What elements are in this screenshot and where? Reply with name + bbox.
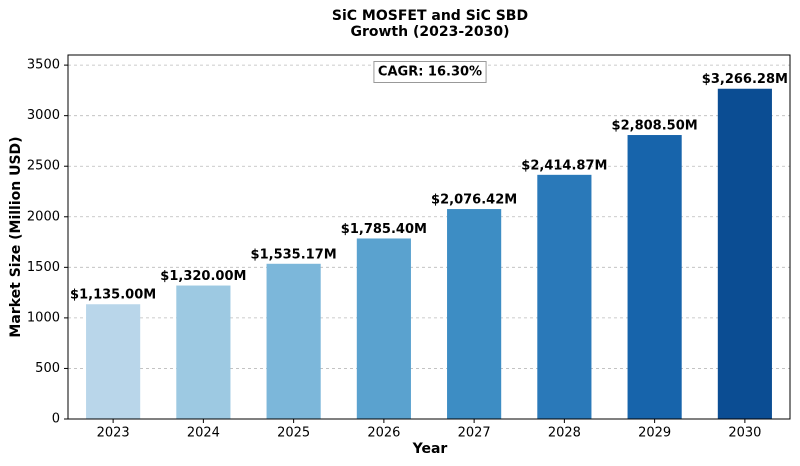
bar xyxy=(537,174,592,419)
y-tick-label: 2500 xyxy=(27,159,60,174)
y-axis-label: Market Size (Million USD) xyxy=(8,136,24,337)
chart-title: SiC MOSFET and SiC SBD Growth (2023-2030… xyxy=(331,8,529,40)
value-label: $2,808.50M xyxy=(612,119,698,134)
x-axis-label: Year xyxy=(412,441,448,457)
value-label: $2,076.42M xyxy=(431,193,517,208)
value-label: $1,535.17M xyxy=(251,247,337,262)
bar xyxy=(176,285,231,419)
x-tick-label: 2030 xyxy=(728,426,761,441)
bar xyxy=(717,88,772,419)
value-label: $1,785.40M xyxy=(341,222,427,237)
x-tick-label: 2027 xyxy=(458,426,491,441)
y-tick-label: 1500 xyxy=(27,260,60,275)
x-tick-label: 2024 xyxy=(187,426,220,441)
value-label: $1,135.00M xyxy=(70,288,156,303)
value-label: $1,320.00M xyxy=(160,269,246,284)
bar xyxy=(86,304,141,419)
annotation-box xyxy=(373,61,487,83)
plot-frame xyxy=(67,54,791,420)
y-tick-label: 2000 xyxy=(27,209,60,224)
x-tick-label: 2023 xyxy=(97,426,130,441)
x-tick-label: 2028 xyxy=(548,426,581,441)
y-tick-label: 500 xyxy=(35,361,60,376)
annotation: CAGR: 16.30% xyxy=(378,65,482,80)
x-tick-label: 2026 xyxy=(367,426,400,441)
value-label: $2,414.87M xyxy=(521,158,607,173)
value-label: $3,266.28M xyxy=(702,72,788,87)
x-tick-label: 2029 xyxy=(638,426,671,441)
bar xyxy=(447,209,502,419)
y-tick-label: 1000 xyxy=(27,310,60,325)
bar xyxy=(627,135,682,419)
bar xyxy=(356,238,411,419)
y-tick-label: 3000 xyxy=(27,108,60,123)
y-tick-label: 0 xyxy=(52,412,60,427)
x-tick-label: 2025 xyxy=(277,426,310,441)
bar xyxy=(266,263,321,419)
y-tick-label: 3500 xyxy=(27,58,60,73)
